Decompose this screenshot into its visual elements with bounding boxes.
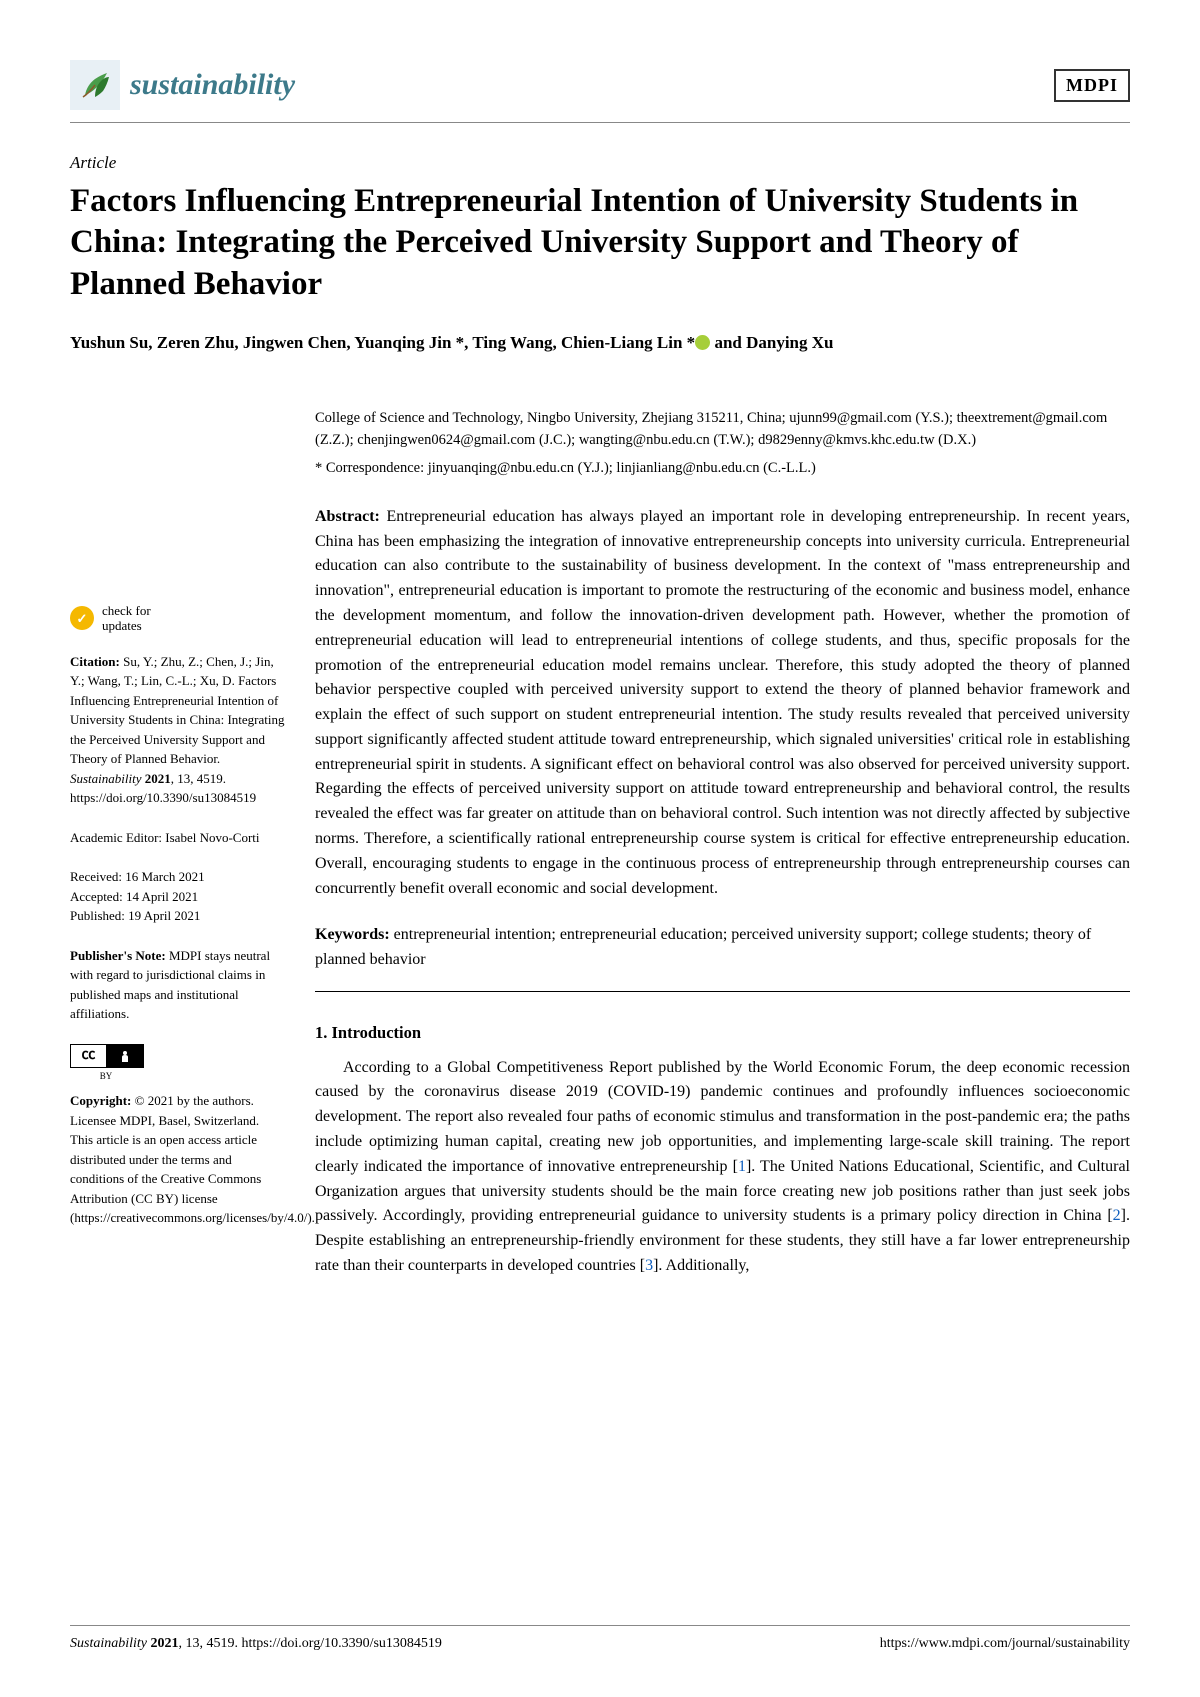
sidebar: ✓ check for updates Citation: Su, Y.; Zh…: [70, 408, 285, 1279]
page-footer: Sustainability 2021, 13, 4519. https://d…: [70, 1625, 1130, 1652]
ref-2-link[interactable]: 2: [1113, 1207, 1121, 1224]
abstract-label: Abstract:: [315, 508, 380, 525]
abstract: Abstract: Entrepreneurial education has …: [315, 505, 1130, 902]
main-content: College of Science and Technology, Ningb…: [315, 408, 1130, 1279]
citation-year: 2021: [145, 771, 171, 786]
citation-journal: Sustainability: [70, 771, 145, 786]
citation-block: Citation: Su, Y.; Zhu, Z.; Chen, J.; Jin…: [70, 652, 285, 808]
copyright-text: © 2021 by the authors. Licensee MDPI, Ba…: [70, 1093, 315, 1225]
cc-icon: ㏄: [71, 1045, 107, 1067]
footer-right: https://www.mdpi.com/journal/sustainabil…: [880, 1636, 1130, 1652]
article-title: Factors Influencing Entrepreneurial Inte…: [70, 181, 1130, 305]
keywords-label: Keywords:: [315, 926, 390, 943]
keywords-text: entrepreneurial intention; entrepreneuri…: [315, 926, 1091, 968]
ref-1-link[interactable]: 1: [738, 1158, 746, 1175]
accepted-date: Accepted: 14 April 2021: [70, 887, 285, 907]
correspondence: * Correspondence: jinyuanqing@nbu.edu.cn…: [315, 457, 1130, 479]
citation-label: Citation:: [70, 654, 120, 669]
authors-main: Yushun Su, Zeren Zhu, Jingwen Chen, Yuan…: [70, 333, 695, 352]
leaf-icon: [70, 60, 120, 110]
abstract-text: Entrepreneurial education has always pla…: [315, 508, 1130, 897]
orcid-icon: [695, 335, 710, 350]
journal-name: sustainability: [130, 68, 295, 102]
article-type: Article: [70, 153, 1130, 173]
check-updates-badge[interactable]: ✓ check for updates: [70, 603, 285, 634]
published-date: Published: 19 April 2021: [70, 906, 285, 926]
license-block: ㏄ BY Copyright: © 2021 by the authors. L…: [70, 1044, 285, 1228]
footer-journal: Sustainability: [70, 1636, 151, 1651]
section-divider: [315, 991, 1130, 992]
footer-left: Sustainability 2021, 13, 4519. https://d…: [70, 1636, 442, 1652]
affiliation: College of Science and Technology, Ningb…: [315, 408, 1130, 452]
section-1-heading: 1. Introduction: [315, 1020, 1130, 1046]
by-icon: [107, 1045, 143, 1067]
content-area: ✓ check for updates Citation: Su, Y.; Zh…: [70, 408, 1130, 1279]
authors-tail: and Danying Xu: [710, 333, 833, 352]
publisher-logo: MDPI: [1054, 69, 1130, 102]
dates-block: Received: 16 March 2021 Accepted: 14 Apr…: [70, 867, 285, 926]
authors-line: Yushun Su, Zeren Zhu, Jingwen Chen, Yuan…: [70, 333, 1130, 353]
copyright-label: Copyright:: [70, 1093, 131, 1108]
check-icon: ✓: [70, 606, 94, 630]
journal-logo: sustainability: [70, 60, 295, 110]
page-header: sustainability MDPI: [70, 60, 1130, 123]
publisher-note-block: Publisher's Note: MDPI stays neutral wit…: [70, 946, 285, 1024]
by-label: BY: [70, 1070, 142, 1084]
received-date: Received: 16 March 2021: [70, 867, 285, 887]
footer-rest: , 13, 4519. https://doi.org/10.3390/su13…: [179, 1636, 442, 1651]
intro-paragraph: According to a Global Competitiveness Re…: [315, 1056, 1130, 1279]
ref-3-link[interactable]: 3: [645, 1257, 653, 1274]
check-updates-text: check for updates: [102, 603, 151, 634]
editor-block: Academic Editor: Isabel Novo-Corti: [70, 828, 285, 848]
keywords: Keywords: entrepreneurial intention; ent…: [315, 923, 1130, 973]
cc-by-badge: ㏄: [70, 1044, 144, 1068]
citation-text: Su, Y.; Zhu, Z.; Chen, J.; Jin, Y.; Wang…: [70, 654, 284, 767]
publisher-note-label: Publisher's Note:: [70, 948, 166, 963]
intro-text-d: ]. Additionally,: [653, 1257, 749, 1274]
footer-year: 2021: [151, 1636, 179, 1651]
